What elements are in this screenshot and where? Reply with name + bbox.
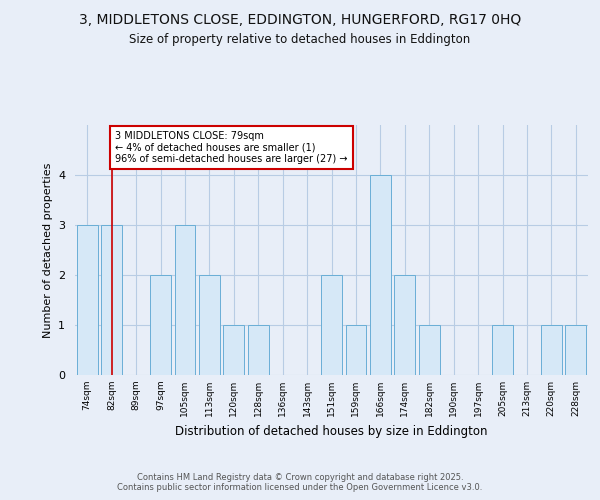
Bar [492, 325, 513, 375]
Bar [77, 225, 98, 375]
Bar [101, 225, 122, 375]
Bar [565, 325, 586, 375]
Bar [541, 325, 562, 375]
Text: Contains HM Land Registry data © Crown copyright and database right 2025.
Contai: Contains HM Land Registry data © Crown c… [118, 473, 482, 492]
Bar [248, 325, 269, 375]
Text: Size of property relative to detached houses in Eddington: Size of property relative to detached ho… [130, 32, 470, 46]
Text: 3 MIDDLETONS CLOSE: 79sqm
← 4% of detached houses are smaller (1)
96% of semi-de: 3 MIDDLETONS CLOSE: 79sqm ← 4% of detach… [115, 131, 348, 164]
Bar [370, 175, 391, 375]
Bar [223, 325, 244, 375]
Bar [199, 275, 220, 375]
Bar [346, 325, 367, 375]
Bar [175, 225, 196, 375]
Bar [419, 325, 440, 375]
X-axis label: Distribution of detached houses by size in Eddington: Distribution of detached houses by size … [175, 424, 488, 438]
Bar [150, 275, 171, 375]
Bar [394, 275, 415, 375]
Bar [321, 275, 342, 375]
Y-axis label: Number of detached properties: Number of detached properties [43, 162, 53, 338]
Text: 3, MIDDLETONS CLOSE, EDDINGTON, HUNGERFORD, RG17 0HQ: 3, MIDDLETONS CLOSE, EDDINGTON, HUNGERFO… [79, 12, 521, 26]
